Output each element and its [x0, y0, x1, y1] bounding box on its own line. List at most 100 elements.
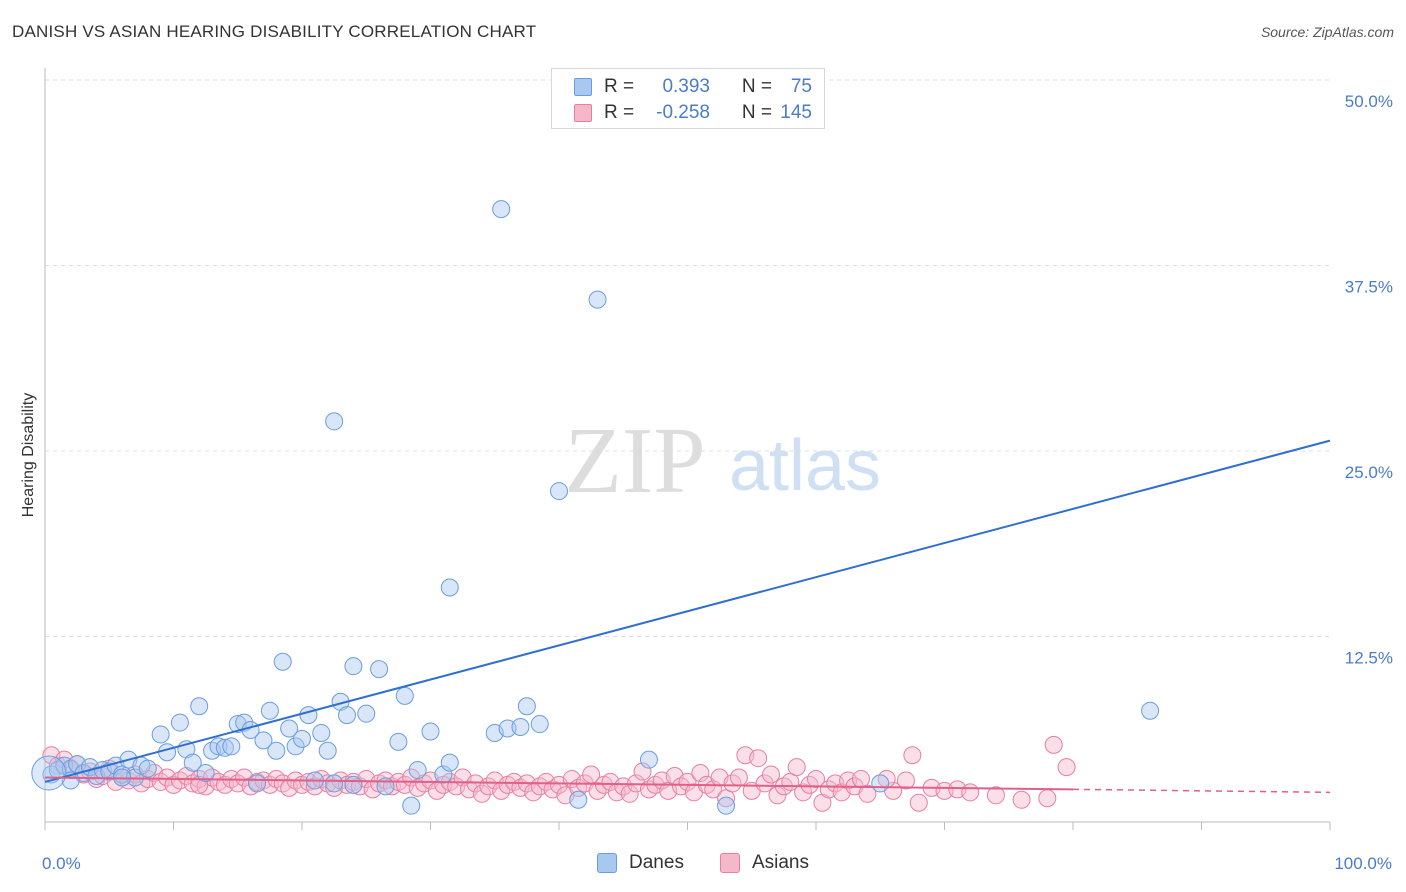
- asian-point: [620, 784, 639, 803]
- asians-swatch: [574, 104, 592, 122]
- asian-point: [755, 774, 774, 793]
- watermark-atlas: atlas: [729, 426, 881, 506]
- series-legend: Danes Asians: [0, 852, 1406, 874]
- legend-item-danes[interactable]: Danes: [597, 852, 684, 874]
- dane-point: [286, 737, 305, 756]
- dane-point: [492, 200, 511, 219]
- dane-point: [357, 704, 376, 723]
- dane-point: [871, 774, 890, 793]
- asian-point: [729, 768, 748, 787]
- dane-point: [344, 775, 363, 794]
- x-tick-label: 0.0%: [42, 854, 81, 873]
- y-axis-title: Hearing Disability: [20, 393, 37, 518]
- dane-point: [569, 790, 588, 809]
- asian-point: [909, 793, 928, 812]
- asian-point: [472, 784, 491, 803]
- dane-point: [1141, 701, 1160, 720]
- asian-point: [935, 781, 954, 800]
- dane-point: [196, 764, 215, 783]
- dane-point: [158, 743, 177, 762]
- y-tick-label: 12.5%: [1345, 649, 1393, 668]
- danes-swatch: [574, 78, 592, 96]
- dane-point: [344, 657, 363, 676]
- asian-point: [986, 786, 1005, 805]
- asian-point: [794, 783, 813, 802]
- dane-point: [312, 723, 331, 742]
- n-value: 75: [790, 76, 812, 97]
- danes-legend-label: Danes: [629, 852, 684, 873]
- dane-point: [273, 652, 292, 671]
- dane-point: [254, 731, 273, 750]
- y-tick-label: 37.5%: [1345, 278, 1393, 297]
- asians-legend-label: Asians: [751, 852, 809, 873]
- asian-point: [896, 771, 915, 790]
- r-value: 0.393: [662, 76, 710, 97]
- n-label: N =: [741, 76, 772, 97]
- dane-point: [183, 753, 202, 772]
- dane-point: [299, 706, 318, 725]
- dane-point: [318, 741, 337, 760]
- dane-point: [550, 482, 568, 501]
- dane-point: [588, 290, 607, 309]
- dane-point: [408, 761, 427, 780]
- asian-point: [858, 784, 877, 803]
- gridlines: [45, 79, 1330, 637]
- dane-point: [170, 713, 189, 732]
- dane-point: [190, 697, 209, 716]
- asian-point: [190, 775, 209, 794]
- n-label: N =: [741, 102, 772, 123]
- dane-point: [293, 729, 311, 748]
- asian-point: [1038, 789, 1057, 808]
- danes-legend-swatch: [597, 853, 618, 873]
- axis-labels: 12.5% 25.0% 37.5% 50.0% 0.0% 100.0% Hearing Di…: [20, 92, 1393, 873]
- dane-point: [530, 715, 549, 734]
- dane-point: [325, 412, 344, 431]
- r-label: R =: [604, 102, 635, 123]
- x-tick-label: 100.0%: [1334, 854, 1392, 873]
- trend-lines: [44, 439, 1331, 794]
- dane-point: [440, 753, 459, 772]
- dane-point: [421, 722, 440, 741]
- y-tick-label: 25.0%: [1345, 463, 1393, 482]
- asian-point: [749, 749, 768, 768]
- dane-point: [370, 660, 389, 679]
- asian-point: [787, 758, 806, 777]
- dane-point: [511, 718, 530, 737]
- legend-row-asians: R = -0.258 N = 145: [574, 100, 812, 126]
- dane-point: [402, 796, 421, 815]
- dane-point: [337, 706, 356, 725]
- asian-point: [691, 764, 710, 783]
- dane-point: [215, 738, 234, 757]
- dane-point: [389, 732, 408, 751]
- dane-point: [498, 719, 517, 738]
- dane-point: [235, 713, 254, 732]
- watermark-zip: ZIP: [565, 409, 706, 513]
- dane-point: [440, 578, 459, 597]
- dane-point: [222, 737, 241, 756]
- r-label: R =: [604, 76, 635, 97]
- legend-row-danes: R = 0.393 N = 75: [574, 74, 812, 100]
- dane-cluster-point: [31, 755, 67, 791]
- legend-item-asians[interactable]: Asians: [719, 852, 809, 874]
- dane-point: [151, 725, 170, 744]
- asian-point: [1044, 735, 1063, 754]
- dane-point: [138, 759, 157, 778]
- asian-point: [903, 746, 922, 765]
- asian-point: [762, 765, 781, 784]
- dane-point: [325, 774, 344, 793]
- dane-point: [395, 686, 414, 705]
- dane-point: [209, 737, 228, 756]
- asian-point: [961, 783, 980, 802]
- asian-point: [678, 772, 697, 791]
- dane-point: [260, 701, 279, 720]
- dane-point: [248, 774, 267, 793]
- chart-title: DANISH VS ASIAN HEARING DISABILITY CORRE…: [12, 22, 537, 41]
- source-label: Source: ZipAtlas.com: [1260, 24, 1394, 40]
- dane-point: [280, 719, 299, 738]
- dane-point: [517, 697, 536, 716]
- correlation-legend: R = 0.393 N = 75 R = -0.258 N = 145: [551, 68, 825, 129]
- asians-trend-line: [44, 776, 1074, 791]
- asian-point: [717, 789, 736, 808]
- axes: [44, 68, 1331, 830]
